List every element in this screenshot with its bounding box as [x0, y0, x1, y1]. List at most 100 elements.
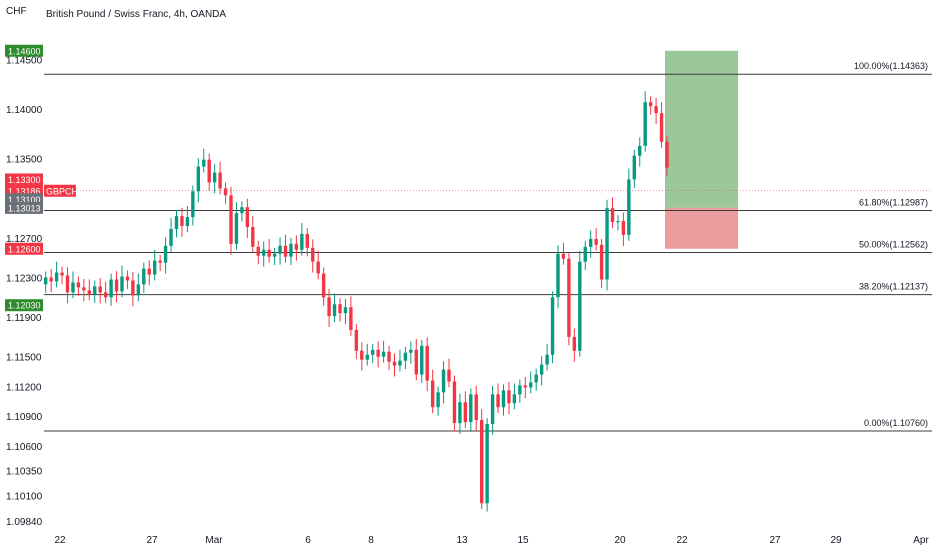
candle-body: [245, 207, 250, 227]
candle-body: [300, 233, 304, 250]
price-label-bg: [5, 173, 43, 186]
candle-body: [463, 402, 468, 423]
candle-body: [283, 245, 288, 257]
candle-body: [136, 284, 141, 296]
candle-body: [420, 345, 424, 375]
candle-body: [583, 246, 587, 262]
candle-body: [278, 245, 282, 254]
symbol-tag-bg: [44, 184, 76, 197]
candle-body: [256, 246, 260, 256]
y-tick-label: 1.12300: [6, 273, 43, 284]
candle-body: [654, 106, 658, 114]
price-label-bg: [5, 44, 43, 57]
candle-body: [665, 141, 669, 168]
candle-body: [616, 221, 620, 223]
candle-body: [267, 249, 271, 257]
candle-body: [196, 166, 200, 192]
x-tick-label: 27: [146, 535, 158, 546]
y-tick-label: 1.11900: [6, 313, 42, 324]
y-tick-label: 1.10100: [6, 491, 43, 502]
y-tick-label: 1.10900: [6, 412, 43, 423]
candle-body: [376, 349, 380, 357]
candle-body: [392, 361, 397, 366]
price-label-bg: [5, 299, 43, 312]
candle-body: [599, 244, 604, 280]
x-tick-label: 13: [456, 535, 468, 546]
candle-body: [550, 297, 555, 355]
fibonacci-levels: 100.00%(1.14363) 61.80%(1.12987) 50.00%(1.…: [44, 61, 932, 432]
candle-body: [316, 261, 320, 274]
candle-body: [474, 394, 478, 421]
x-tick-label: 8: [368, 535, 374, 546]
candle-body: [343, 307, 348, 314]
price-label: 1.12600: [8, 244, 41, 254]
candle-body: [638, 145, 642, 156]
candle-body: [441, 369, 446, 393]
candle-body: [561, 253, 566, 259]
candle-body: [632, 155, 636, 180]
candle-body: [131, 280, 135, 296]
candle-body: [512, 394, 517, 404]
candle-body: [621, 221, 626, 235]
candle-body: [485, 424, 489, 504]
candle-body: [501, 390, 506, 408]
candle-body: [174, 216, 179, 229]
candle-body: [207, 159, 211, 183]
candle-body: [567, 258, 571, 337]
y-tick-label: 1.14000: [6, 105, 43, 116]
candle-body: [272, 253, 277, 257]
x-tick-label: 27: [769, 535, 781, 546]
candle-body: [409, 349, 413, 353]
candle-body: [191, 191, 195, 218]
candle-body: [234, 213, 239, 244]
price-label: 1.13186: [8, 186, 41, 196]
price-label: 1.14600: [8, 46, 41, 56]
y-tick-label: 1.14500: [6, 56, 43, 67]
candle-body: [360, 350, 364, 360]
candle-body: [120, 276, 124, 292]
candle-body: [365, 354, 369, 360]
candle-body: [648, 102, 653, 107]
candle-body: [125, 276, 130, 281]
price-axis[interactable]: 1.14500 1.14000 1.13500 1.13100 1.12700 1.123…: [6, 56, 43, 528]
time-axis[interactable]: 22 27 Mar 6 8 13 15 20 22 27 29 Apr: [54, 535, 929, 546]
candle-body: [109, 279, 113, 298]
candle-body: [338, 304, 342, 314]
candle-body: [518, 385, 522, 395]
x-tick-label: 20: [614, 535, 626, 546]
candle-body: [572, 336, 577, 351]
candle-body: [294, 243, 299, 250]
candle-body: [169, 228, 173, 246]
candle-body: [185, 217, 190, 227]
candle-body: [469, 394, 473, 423]
currency-label: CHF: [6, 6, 27, 17]
fib-label: 61.80%(1.12987): [859, 197, 928, 207]
candle-body: [262, 249, 266, 256]
candle-body: [480, 420, 484, 504]
candle-body: [240, 207, 244, 214]
candle-body: [311, 247, 315, 262]
candle-body: [349, 307, 353, 330]
candle-body: [114, 279, 119, 292]
candle-body: [354, 329, 359, 351]
candle-series: [44, 91, 669, 512]
candle-body: [425, 345, 429, 381]
x-tick-label: 6: [305, 535, 311, 546]
candle-body: [458, 402, 462, 424]
candle-body: [71, 282, 75, 293]
loss-zone: [665, 207, 738, 249]
x-tick-label: 15: [517, 535, 529, 546]
price-label-bg: [5, 242, 43, 255]
candle-body: [659, 113, 664, 142]
candle-body: [153, 260, 157, 275]
candle-body: [643, 102, 647, 146]
candle-body: [452, 381, 457, 424]
candle-body: [327, 297, 331, 317]
candle-body: [447, 369, 451, 382]
x-tick-label: Apr: [913, 535, 929, 546]
candle-body: [605, 208, 609, 280]
candle-body: [223, 188, 228, 196]
candle-body: [251, 226, 255, 247]
